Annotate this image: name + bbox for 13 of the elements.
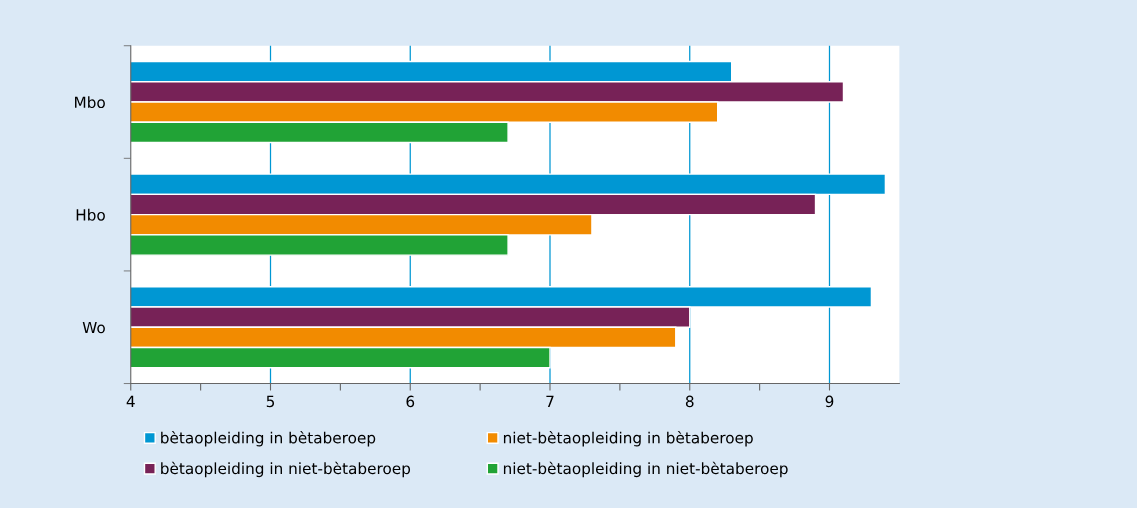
legend-label: bètaopleiding in bètaberoep xyxy=(161,431,376,447)
x-tick-label: 7 xyxy=(546,395,554,407)
x-tick-label: 9 xyxy=(825,395,834,408)
y-tick-label: Hbo xyxy=(76,208,105,221)
x-tick-label: 5 xyxy=(266,395,275,408)
x-tick-label: 6 xyxy=(406,395,415,408)
x-tick-label: 4 xyxy=(126,395,135,407)
y-tick-label: Mbo xyxy=(75,96,105,109)
legend-label: niet-bètaopleiding in niet-bètaberoep xyxy=(503,461,788,478)
legend-label: bètaopleiding in niet-bètaberoep xyxy=(161,461,411,478)
y-tick-label: Wo xyxy=(82,321,105,334)
x-tick-label: 8 xyxy=(685,395,694,408)
legend-label: niet-bètaopleiding in bètaberoep xyxy=(503,431,753,447)
